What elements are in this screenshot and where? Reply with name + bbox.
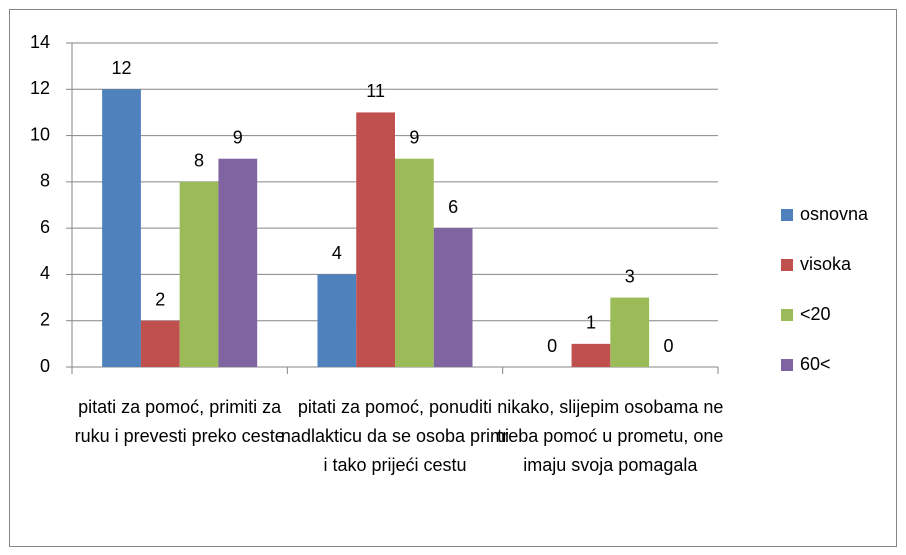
value-label: 11: [366, 81, 385, 101]
legend-swatch: [781, 259, 793, 271]
x-tick-label-box: pitati za pomoć, ponuditi nadlakticu da …: [280, 397, 510, 475]
y-tick-label: 4: [40, 263, 50, 283]
value-label: 0: [663, 336, 673, 356]
value-label: 2: [155, 289, 165, 309]
bar: [356, 112, 395, 367]
bar: [102, 89, 141, 368]
legend-label: visoka: [800, 254, 852, 274]
y-tick-label: 8: [40, 171, 50, 191]
bar: [433, 228, 473, 367]
legend-swatch: [781, 359, 793, 371]
value-label: 1: [586, 313, 596, 333]
y-tick-label: 14: [30, 32, 50, 52]
bar: [395, 158, 434, 367]
y-tick-label: 10: [30, 124, 50, 144]
legend-label: <20: [800, 304, 831, 324]
x-tick-label-box: pitati za pomoć, primiti za ruku i preve…: [74, 397, 285, 446]
bar: [218, 158, 258, 367]
y-tick-label: 12: [30, 78, 50, 98]
y-tick-label: 0: [40, 356, 50, 376]
value-label: 12: [112, 58, 132, 78]
legend-label: osnovna: [800, 204, 869, 224]
x-tick-label: pitati za pomoć, ponuditi nadlakticu da …: [280, 397, 510, 475]
value-label: 9: [233, 127, 243, 147]
bar: [140, 320, 180, 367]
y-tick-label: 6: [40, 217, 50, 237]
x-tick-label: pitati za pomoć, primiti za ruku i preve…: [74, 397, 285, 446]
value-label: 9: [409, 127, 419, 147]
x-tick-label: nikako, slijepim osobama ne treba pomoć …: [497, 397, 724, 475]
bar: [179, 181, 219, 367]
bar: [571, 343, 611, 367]
value-label: 8: [194, 151, 204, 171]
value-label: 3: [625, 266, 635, 286]
value-label: 0: [547, 336, 557, 356]
bar: [610, 297, 650, 367]
x-tick-label-box: nikako, slijepim osobama ne treba pomoć …: [497, 397, 724, 475]
legend-swatch: [781, 209, 793, 221]
y-tick-label: 2: [40, 309, 50, 329]
legend-label: 60<: [800, 354, 831, 374]
legend-swatch: [781, 309, 793, 321]
bar: [317, 274, 357, 367]
value-label: 6: [448, 197, 458, 217]
value-label: 4: [332, 243, 342, 263]
